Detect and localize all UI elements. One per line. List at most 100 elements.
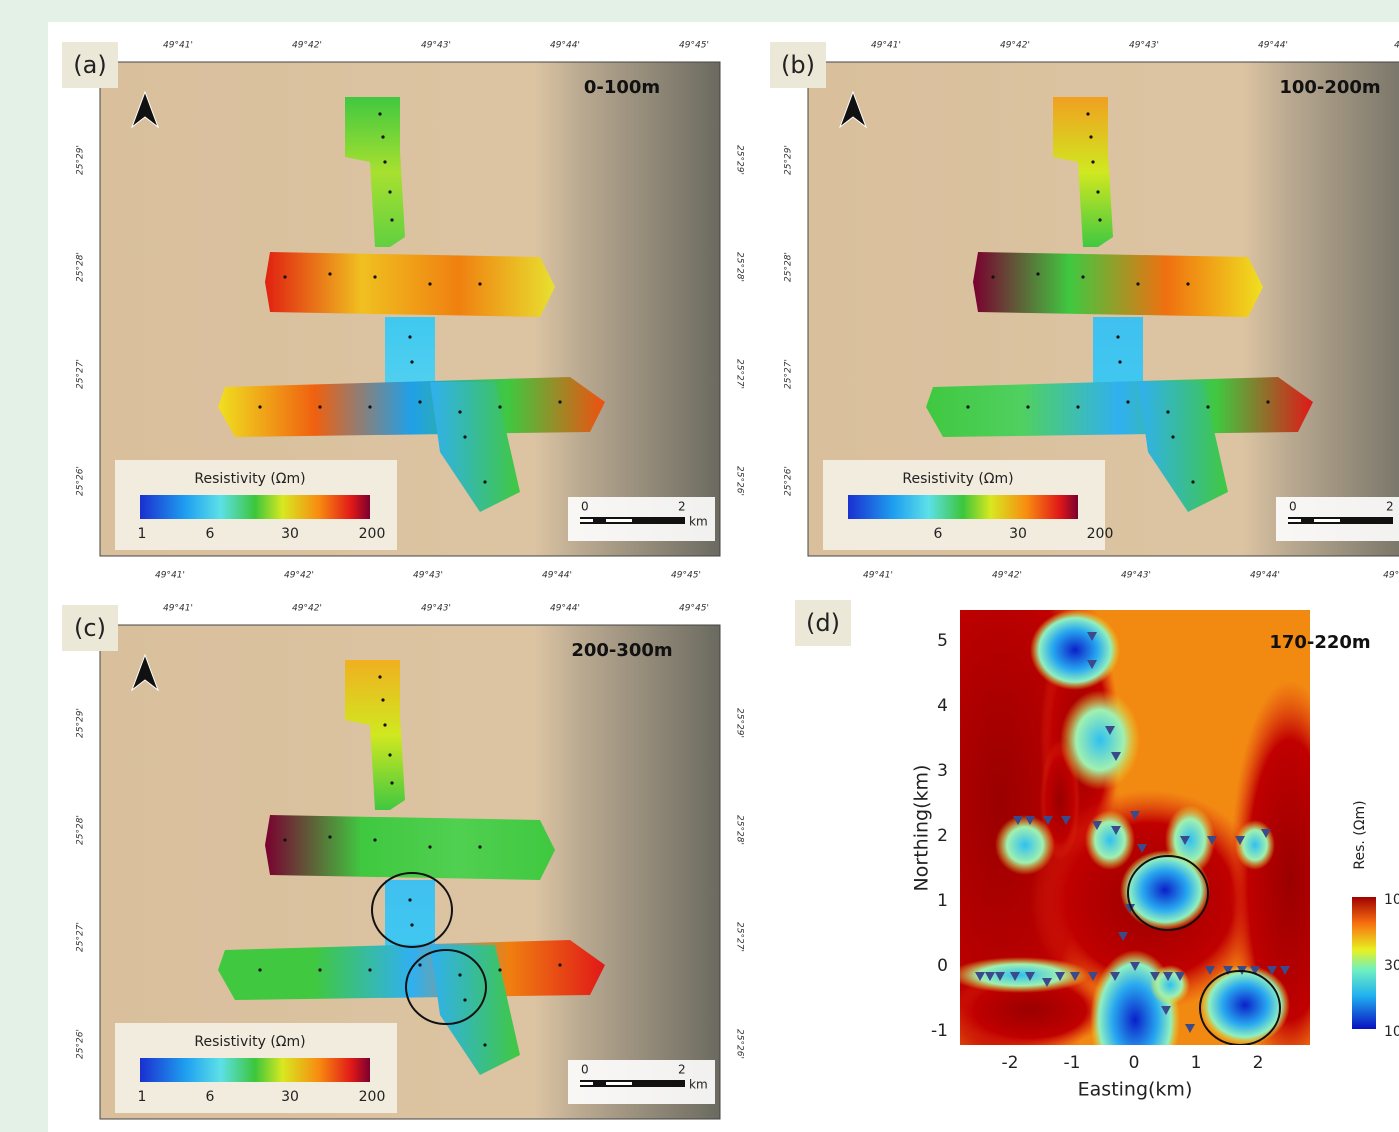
station-dot [408, 898, 411, 901]
station-dot [328, 272, 331, 275]
station-dot [383, 723, 386, 726]
left-coordinate: 25°28' [76, 252, 86, 282]
contour-blob [1235, 820, 1275, 870]
station-dot [498, 968, 501, 971]
depth-label: 170-220m [1269, 632, 1370, 653]
colorbar [140, 1058, 370, 1082]
station-dot [1089, 135, 1092, 138]
contour-blob [1150, 965, 1190, 1005]
station-dot [283, 838, 286, 841]
station-dot [1116, 335, 1119, 338]
scale-unit: km [689, 515, 708, 529]
station-dot [463, 435, 466, 438]
colorbar-tick: 6 [934, 526, 943, 542]
top-coordinate: 49°45' [679, 604, 709, 614]
x-axis-label: Easting(km) [1078, 1079, 1193, 1101]
y-tick-label: 0 [937, 956, 948, 976]
bottom-coordinate: 49°41' [155, 571, 185, 581]
colorbar-tick: 30 [281, 526, 299, 542]
scale-bar [580, 517, 685, 524]
scale-bar-gap [580, 1082, 593, 1085]
station-dot [368, 968, 371, 971]
contour-blob [1030, 610, 1120, 690]
station-dot [458, 973, 461, 976]
station-dot [498, 405, 501, 408]
top-coordinate: 49°44' [1258, 41, 1288, 51]
left-coordinate: 25°27' [76, 359, 86, 389]
station-dot [428, 282, 431, 285]
depth-label: 200-300m [571, 640, 672, 661]
contour-blob [1200, 965, 1290, 1045]
station-dot [318, 405, 321, 408]
resistivity-area [973, 252, 1263, 317]
right-coordinate: 25°26' [735, 466, 745, 496]
station-dot [558, 963, 561, 966]
station-dot [388, 753, 391, 756]
station-dot [283, 275, 286, 278]
x-tick-label: -1 [1064, 1053, 1081, 1073]
colorbar-tick: 6 [206, 526, 215, 542]
left-coordinate: 25°27' [76, 922, 86, 952]
left-coordinate: 25°29' [76, 708, 86, 738]
station-dot [1036, 272, 1039, 275]
station-dot [368, 405, 371, 408]
station-dot [991, 275, 994, 278]
left-coordinate: 25°28' [76, 815, 86, 845]
scale-bar [1288, 517, 1393, 524]
left-coordinate: 25°27' [784, 359, 794, 389]
station-dot [1126, 400, 1129, 403]
colorbar-tick: 200 [359, 526, 386, 542]
bottom-coordinate: 49°4 [1383, 571, 1399, 581]
station-dot [1096, 190, 1099, 193]
scale-bar-gap [1314, 519, 1340, 522]
y-tick-label: 2 [937, 826, 948, 846]
contour-blob [995, 815, 1055, 875]
right-coordinate: 25°27' [735, 359, 745, 389]
colorbar-tick: 30 [1009, 526, 1027, 542]
y-tick-label: 4 [937, 696, 948, 716]
station-dot [1076, 405, 1079, 408]
scale-tick: 0 [1289, 500, 1297, 514]
station-dot [478, 845, 481, 848]
station-dot [1098, 218, 1101, 221]
colorbar-tick: 1 [138, 526, 147, 542]
scale-unit: km [689, 1078, 708, 1092]
resistivity-area [385, 880, 435, 950]
top-coordinate: 49°41' [163, 604, 193, 614]
colorbar [848, 495, 1078, 519]
station-dot [378, 112, 381, 115]
station-dot [373, 838, 376, 841]
station-dot [1166, 410, 1169, 413]
right-coordinate: 25°28' [735, 252, 745, 282]
station-dot [378, 675, 381, 678]
top-coordinate: 49°44' [550, 604, 580, 614]
station-dot [1118, 360, 1121, 363]
top-coordinate: 49°41' [871, 41, 901, 51]
y-axis-label: Northing(km) [911, 765, 933, 892]
station-dot [1091, 160, 1094, 163]
station-dot [381, 698, 384, 701]
colorbar-tick: 10 [1384, 892, 1399, 908]
station-dot [410, 923, 413, 926]
top-coordinate: 49°42' [1000, 41, 1030, 51]
colorbar-tick: 200 [359, 1089, 386, 1105]
bottom-coordinate: 49°44' [542, 571, 572, 581]
station-dot [483, 480, 486, 483]
station-dot [1026, 405, 1029, 408]
station-dot [381, 135, 384, 138]
panel-label: (d) [806, 609, 840, 637]
top-coordinate: 49°44' [550, 41, 580, 51]
top-coordinate: 49°43' [421, 41, 451, 51]
station-dot [418, 400, 421, 403]
contour-blob [950, 957, 1090, 993]
right-coordinate: 25°26' [735, 1029, 745, 1059]
station-dot [258, 968, 261, 971]
top-coordinate: 49°41' [163, 41, 193, 51]
station-dot [373, 275, 376, 278]
station-dot [1081, 275, 1084, 278]
station-dot [318, 968, 321, 971]
bottom-coordinate: 49°43' [413, 571, 443, 581]
depth-label: 0-100m [584, 77, 660, 98]
left-coordinate: 25°26' [76, 1029, 86, 1059]
